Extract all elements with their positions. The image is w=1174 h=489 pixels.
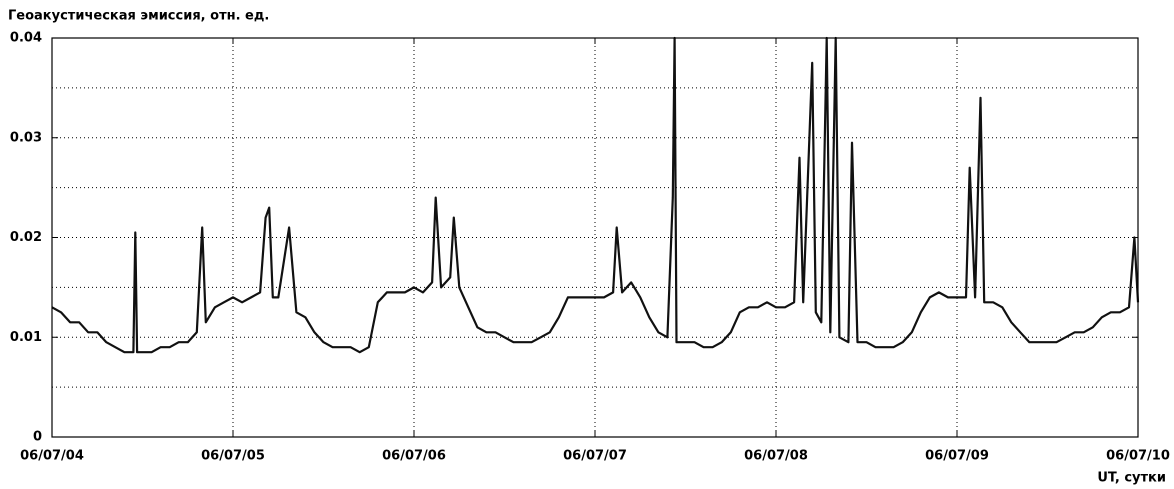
y-tick-label: 0 bbox=[33, 430, 42, 445]
x-tick-label: 06/07/05 bbox=[201, 449, 265, 464]
x-tick-label: 06/07/06 bbox=[382, 449, 446, 464]
x-tick-label: 06/07/04 bbox=[20, 449, 84, 464]
y-axis-label: Геоакустическая эмиссия, отн. ед. bbox=[8, 9, 269, 24]
x-tick-label: 06/07/07 bbox=[563, 449, 627, 464]
x-tick-label: 06/07/09 bbox=[925, 449, 989, 464]
y-tick-label: 0.04 bbox=[10, 31, 42, 46]
y-tick-label: 0.01 bbox=[10, 330, 42, 345]
data-line bbox=[51, 36, 1140, 354]
y-tick-label: 0.03 bbox=[10, 130, 42, 145]
x-tick-label: 06/07/08 bbox=[744, 449, 808, 464]
plot-frame bbox=[51, 37, 1139, 438]
x-axis-label: UT, сутки bbox=[1097, 471, 1166, 486]
x-tick-label: 06/07/10 bbox=[1106, 449, 1170, 464]
y-tick-label: 0.02 bbox=[10, 230, 42, 245]
